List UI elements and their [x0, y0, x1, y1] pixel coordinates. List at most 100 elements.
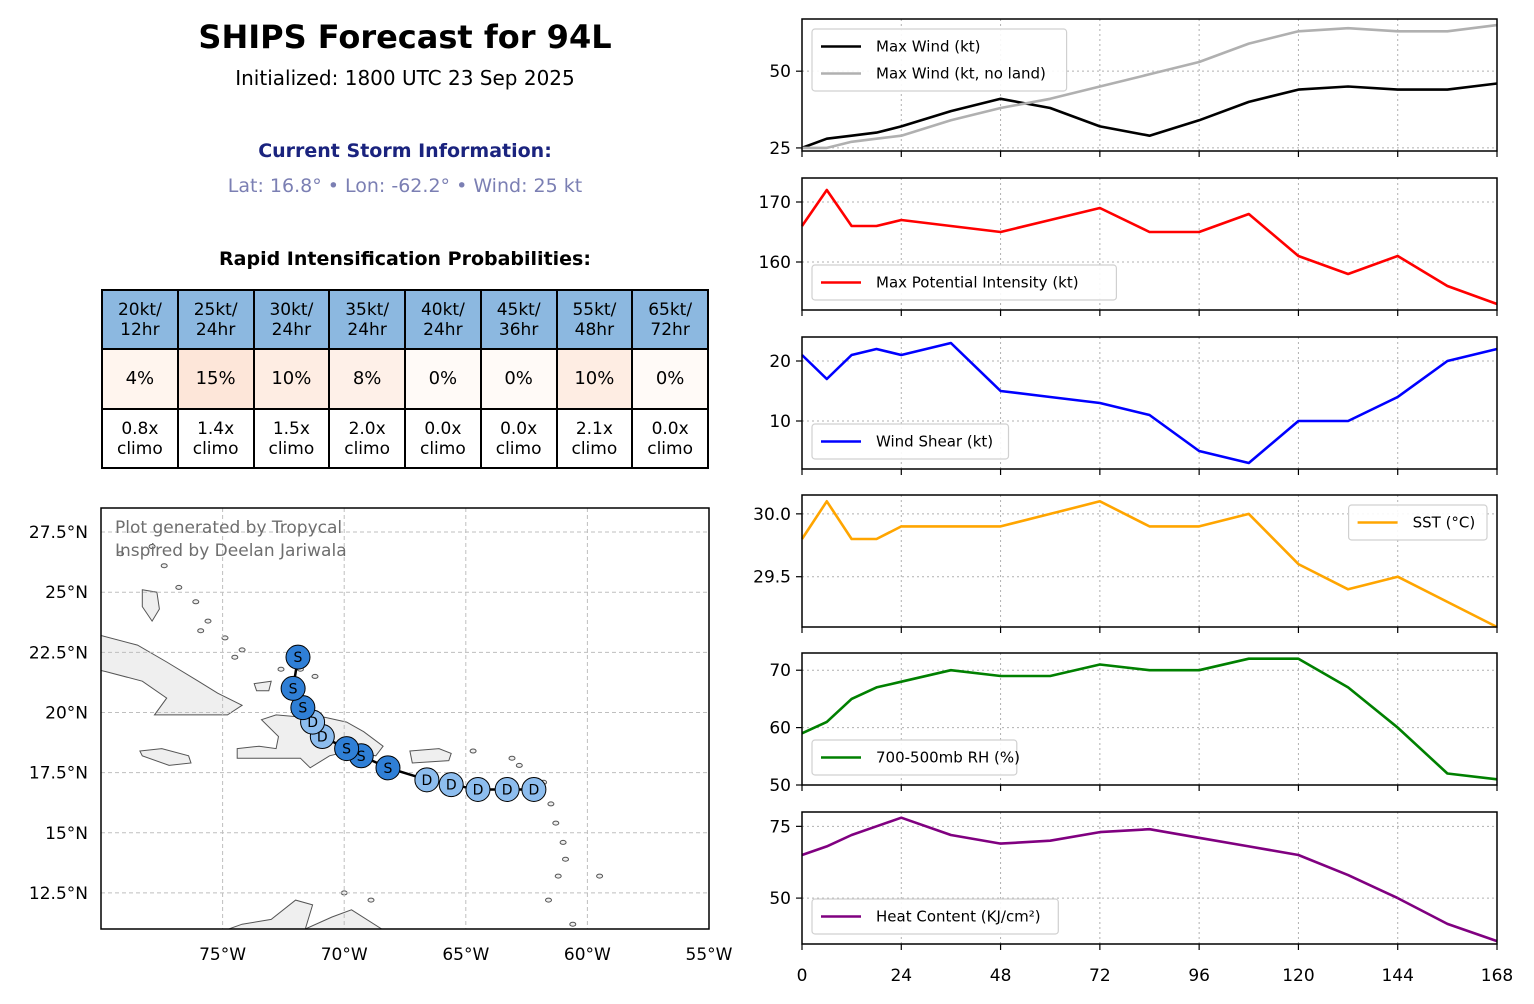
forecast-panel: 25 50 Max Wind (kt) Max Wind (kt, no land)	[769, 18, 1498, 159]
track-point-label: D	[502, 782, 513, 798]
x-tick-label: 0	[797, 966, 808, 986]
init-time: Initialized: 1800 UTC 23 Sep 2025	[235, 66, 575, 90]
x-tick-label: 96	[1188, 966, 1210, 986]
track-point-label: D	[529, 782, 540, 798]
land-islet	[540, 779, 548, 785]
legend-label: 700-500mb RH (%)	[876, 749, 1020, 767]
series-line	[801, 816, 1498, 943]
land-puerto-rico	[409, 748, 452, 764]
y-tick-label: 20	[769, 352, 791, 372]
track-line	[291, 657, 534, 791]
y-tick-label: 25	[769, 139, 791, 159]
land-islet	[175, 584, 183, 590]
ri-threshold-cell: 30kt/24hr	[252, 289, 331, 350]
ri-threshold-row: 20kt/12hr 25kt/24hr 30kt/24hr 35kt/24hr …	[101, 289, 709, 350]
legend-label: Wind Shear (kt)	[876, 433, 993, 451]
land-islet	[238, 647, 246, 653]
x-tick-label: 72	[1089, 966, 1111, 986]
land-hispaniola	[236, 714, 384, 769]
forecast-panel: 160 170 Max Potential Intensity (kt)	[759, 177, 1498, 316]
ri-climo-cell: 0.0x climo	[404, 408, 482, 469]
y-tick-label: 75	[769, 817, 791, 837]
land-islet	[367, 897, 375, 903]
land-islet	[596, 873, 604, 879]
panel-frame	[801, 177, 1498, 311]
legend-label: SST (°C)	[1413, 514, 1476, 532]
ri-threshold-cell: 55kt/48hr	[555, 289, 634, 350]
ri-probability-cell: 0%	[631, 348, 709, 410]
land-islet	[569, 921, 577, 927]
ri-climo-cell: 0.8x climo	[101, 408, 179, 469]
track-point-label: S	[298, 701, 307, 717]
land-islet	[560, 937, 566, 941]
land-islet	[545, 897, 552, 903]
y-tick-label: 160	[759, 253, 791, 273]
track-point-label: S	[342, 742, 351, 758]
map-frame	[100, 507, 710, 930]
ri-climo-cell: 1.4x climo	[176, 408, 255, 469]
chart-title: SHIPS Forecast for 94L	[198, 18, 612, 56]
map-lat-label: 12.5°N	[29, 884, 88, 904]
legend-label: Max Potential Intensity (kt)	[876, 274, 1079, 292]
ri-table: 20kt/12hr 25kt/24hr 30kt/24hr 35kt/24hr …	[101, 289, 709, 469]
forecast-panel: 50 60 70 700-500mb RH (%)	[769, 652, 1498, 796]
legend-box	[811, 898, 1059, 935]
y-tick-label: 29.5	[753, 568, 791, 588]
track-point	[300, 709, 326, 735]
map-lon-label: 65°W	[442, 945, 489, 965]
land-islet	[204, 618, 212, 624]
ri-climo-cell: 2.1x climo	[555, 408, 634, 469]
y-tick-label: 60	[769, 719, 791, 739]
track-point-label: S	[357, 749, 366, 765]
track-point-label: S	[384, 761, 393, 777]
land-islet	[221, 635, 229, 641]
land-islet	[311, 673, 319, 679]
legend-box	[811, 28, 1068, 92]
land-islet	[197, 628, 205, 634]
land-islet	[547, 801, 555, 807]
x-tick-label: 120	[1282, 966, 1314, 986]
track-point	[414, 767, 440, 793]
ri-probability-row: 4% 15% 10% 8% 0% 0% 10% 0%	[101, 348, 709, 410]
ri-climo-cell: 0.0x climo	[631, 408, 709, 469]
track-point-label: S	[294, 650, 303, 666]
land-islet	[552, 820, 560, 826]
storm-info-header: Current Storm Information:	[258, 140, 552, 162]
y-tick-label: 30.0	[753, 505, 791, 525]
land-islet	[469, 748, 477, 754]
series-line	[800, 499, 1498, 629]
land-islet	[559, 839, 567, 845]
legend: Wind Shear (kt)	[811, 423, 1010, 460]
y-tick-label: 10	[769, 412, 791, 432]
panel-frame	[801, 811, 1498, 945]
series-line	[801, 82, 1498, 150]
land-south-america	[227, 899, 383, 929]
panel-frame	[801, 336, 1498, 470]
legend: SST (°C)	[1347, 504, 1488, 541]
ri-probability-cell: 10%	[252, 348, 331, 410]
track-point	[465, 776, 491, 802]
ri-climo-cell: 2.0x climo	[328, 408, 406, 469]
legend-box	[811, 739, 1018, 776]
track-point	[348, 743, 374, 769]
land-islet	[554, 873, 562, 879]
map-lat-label: 25°N	[45, 583, 88, 603]
y-tick-label: 50	[769, 889, 791, 909]
x-tick-label: 24	[890, 966, 912, 986]
land-islet	[562, 856, 569, 862]
track-point-label: D	[421, 773, 432, 789]
panel-frame	[801, 18, 1498, 152]
track-point-label: D	[317, 730, 328, 746]
x-tick-label: 168	[1481, 966, 1513, 986]
ri-climo-cell: 1.5x climo	[252, 408, 331, 469]
ri-threshold-cell: 45kt/36hr	[479, 289, 558, 350]
panel-frame	[801, 494, 1498, 628]
track-map: 75°W 70°W 65°W 60°W 55°W 12.5°N 15°N 17.5°N 20°N…	[29, 507, 733, 965]
land-cuba	[101, 634, 244, 716]
track-point	[494, 776, 520, 802]
map-lat-label: 20°N	[45, 703, 88, 723]
ri-climo-row: 0.8x climo 1.4x climo 1.5x climo 2.0x climo …	[101, 408, 709, 469]
series-line	[802, 23, 1498, 150]
land-islet	[515, 762, 523, 768]
forecast-panel: 10 20 Wind Shear (kt)	[769, 336, 1498, 475]
